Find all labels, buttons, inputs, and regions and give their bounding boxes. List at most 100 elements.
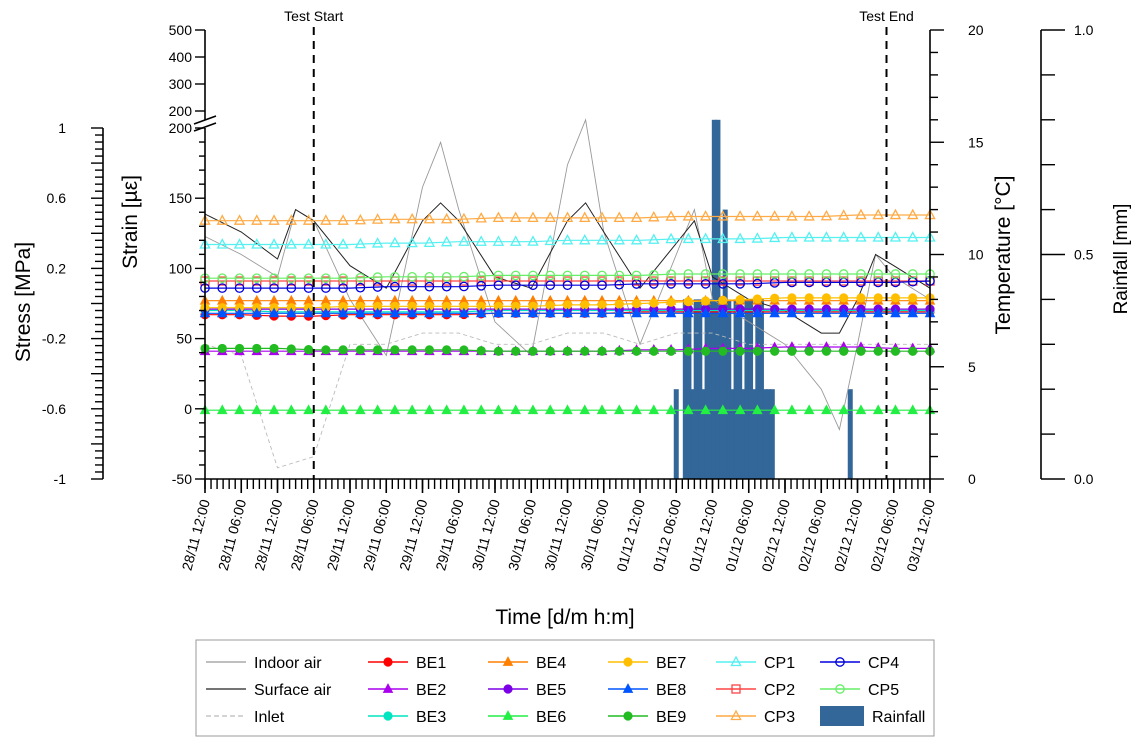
strain-point-be8 (268, 307, 280, 318)
strain-point-be8 (303, 307, 314, 318)
strain-point-be6 (700, 404, 711, 415)
strain-point-be4 (268, 294, 280, 305)
strain-point-cp5 (579, 270, 590, 281)
strain-point-be8 (838, 307, 849, 318)
strain-point-be9 (442, 345, 452, 355)
x-tick-label: 03/12 12:00 (903, 497, 938, 573)
strain-point-cp1 (406, 236, 418, 248)
x-axis-title: Time [d/m h:m] (495, 606, 634, 629)
strain-point-be8 (717, 307, 729, 318)
strain-point-be6 (890, 404, 901, 415)
strain-point-be9 (631, 346, 642, 356)
strain-point-be6 (855, 404, 867, 415)
temperature-tick-label: 20 (968, 22, 984, 38)
strain-point-cp1 (630, 233, 643, 245)
strain-point-be7 (649, 298, 659, 308)
stress-axis-title: Stress [MPa] (12, 242, 35, 362)
temperature-tick-label: 15 (968, 134, 984, 150)
rainfall-axis-title: Rainfall [mm] (1111, 204, 1132, 315)
strain-point-cp3 (320, 214, 332, 225)
strain-point-cp1 (527, 235, 539, 246)
strain-point-cp3 (648, 210, 660, 222)
strain-point-cp1 (354, 237, 367, 249)
x-tick-label: 01/12 12:00 (686, 497, 721, 573)
strain-point-cp3 (561, 211, 574, 223)
strain-point-cp5 (390, 271, 400, 282)
strain-point-be8 (493, 307, 504, 318)
strain-point-be6 (441, 404, 452, 415)
strain-point-cp5 (787, 269, 797, 279)
strain-point-cp1 (302, 238, 315, 249)
strain-point-cp4 (683, 278, 694, 289)
strain-point-cp5 (441, 271, 452, 282)
strain-point-cp1 (371, 237, 384, 248)
legend-marker-be1 (383, 657, 393, 667)
strain-point-cp5 (614, 270, 625, 281)
strain-point-cp5 (424, 271, 435, 282)
temperature-line-inlet (204, 332, 930, 469)
strain-point-be8 (872, 307, 884, 318)
strain-point-cp5 (752, 269, 763, 279)
strain-point-cp4 (562, 280, 573, 291)
strain-point-cp1 (561, 233, 574, 245)
stress-tick-label: 0.2 (47, 260, 67, 276)
strain-point-cp1 (820, 231, 833, 242)
strain-point-cp1 (285, 238, 298, 249)
legend-marker-be8 (622, 683, 634, 693)
strain-point-be9 (234, 343, 245, 354)
rainfall-bar (682, 299, 688, 479)
strain-point-cp3 (440, 212, 453, 224)
rainfall-bar (740, 389, 746, 479)
strain-tick-label: 50 (176, 331, 192, 347)
strain-point-be7 (770, 293, 780, 303)
strain-point-cp1 (475, 235, 487, 246)
strain-point-be4 (216, 294, 228, 305)
strain-point-cp3 (371, 213, 384, 224)
strain-point-cp1 (320, 238, 332, 249)
strain-point-cp3 (855, 208, 867, 220)
strain-point-be6 (303, 404, 314, 415)
strain-point-cp4 (303, 283, 314, 293)
strain-point-be8 (389, 307, 401, 318)
strain-tick-label: 150 (169, 190, 193, 206)
stress-tick-label: -0.6 (42, 401, 66, 417)
strain-point-cp1 (510, 235, 522, 246)
strain-point-cp4 (700, 278, 711, 289)
legend-label: BE6 (536, 709, 566, 726)
strain-point-be4 (234, 294, 245, 305)
strain-point-cp3 (423, 212, 436, 224)
annotation-label: Test End (859, 8, 913, 24)
rainfall-bar (751, 389, 757, 479)
strain-point-be7 (787, 293, 797, 303)
strain-point-be6 (803, 404, 815, 415)
stress-tick-label: 1 (58, 120, 66, 136)
strain-point-be6 (320, 404, 332, 415)
strain-point-be9 (562, 346, 573, 356)
legend-marker-be2 (382, 683, 394, 693)
annotation-label: Test Start (284, 8, 343, 24)
strain-point-be7 (752, 294, 762, 304)
strain-point-be6 (631, 404, 642, 415)
strain-point-be9 (407, 345, 417, 355)
x-tick-label: 28/11 06:00 (287, 497, 321, 572)
strain-point-cp5 (597, 270, 607, 281)
x-tick-label: 28/11 12:00 (179, 497, 213, 572)
strain-point-cp4 (510, 280, 521, 291)
x-tick-label: 29/11 06:00 (360, 497, 394, 572)
x-tick-label: 01/12 06:00 (650, 497, 685, 573)
strain-point-be6 (734, 404, 746, 415)
strain-point-cp5 (856, 269, 866, 279)
strain-point-cp1 (596, 233, 608, 245)
strain-point-cp2 (234, 276, 245, 286)
stress-tick-label: -0.2 (42, 331, 66, 347)
temperature-tick-label: 10 (968, 247, 984, 263)
legend-marker-be9 (623, 711, 633, 721)
strain-point-be6 (544, 404, 556, 415)
legend-marker-be5 (503, 684, 513, 694)
stress-tick-label: 0.6 (47, 190, 67, 206)
strain-point-cp1 (268, 238, 280, 249)
strain-point-cp5 (769, 269, 780, 279)
strain-point-be9 (545, 346, 555, 356)
strain-point-cp5 (718, 269, 728, 279)
strain-point-cp3 (458, 212, 470, 224)
